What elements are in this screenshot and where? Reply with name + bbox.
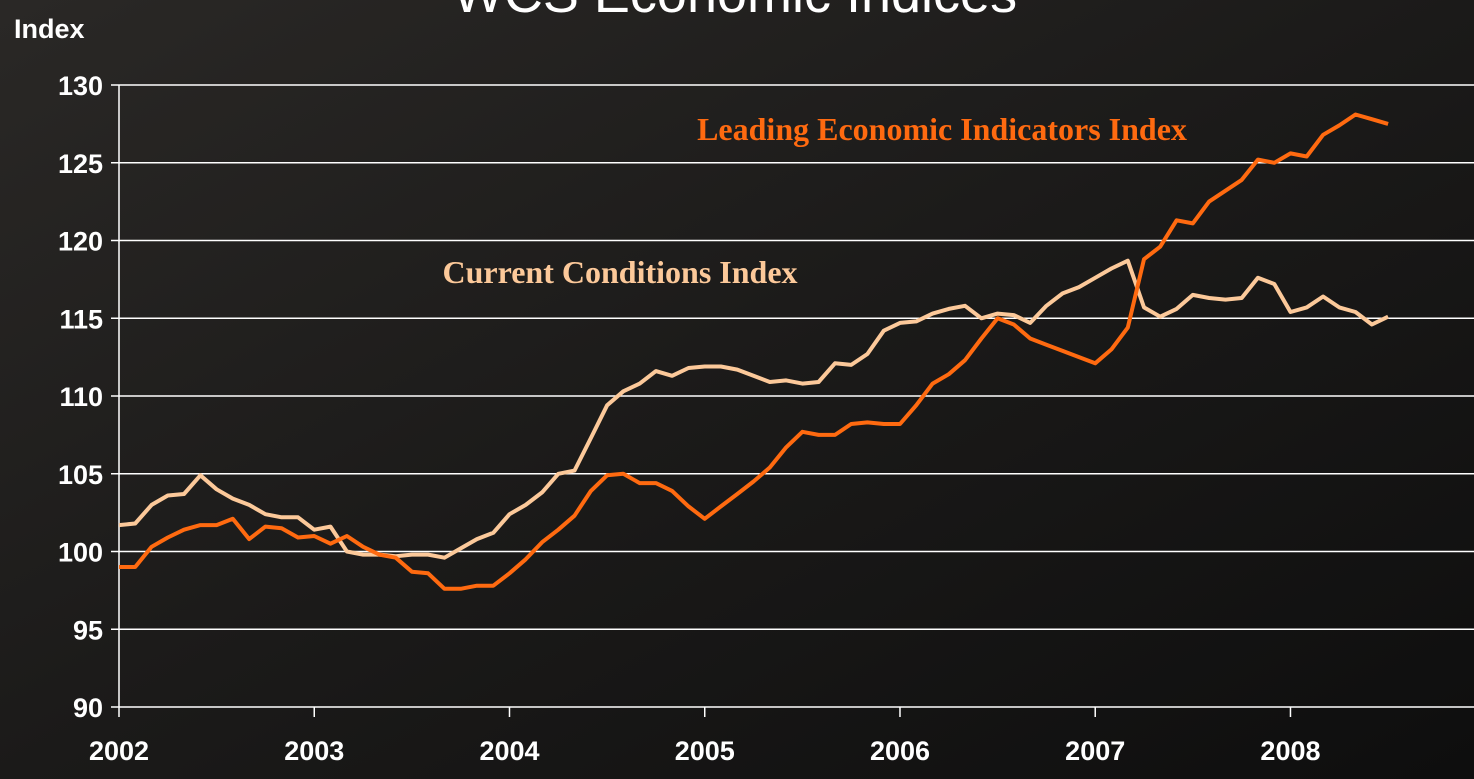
y-tick-label: 130 [58,71,103,101]
series-label: Current Conditions Index [442,254,797,290]
y-tick-label: 90 [73,693,103,723]
y-tick-label: 110 [59,382,103,412]
x-tick-label: 2008 [1260,736,1320,766]
x-tick-label: 2005 [675,736,735,766]
x-tick-label: 2003 [284,736,344,766]
y-tick-label: 95 [73,615,103,645]
y-tick-label: 100 [58,538,103,568]
y-tick-label: 125 [58,149,103,179]
y-tick-label: 120 [58,227,103,257]
y-axis-label: Index [14,14,85,44]
x-tick-label: 2004 [479,736,539,766]
x-tick-label: 2002 [89,736,149,766]
x-tick-label: 2007 [1065,736,1125,766]
y-tick-label: 105 [58,460,103,490]
series-line [119,112,1389,591]
chart-title: WCS Economic Indices [453,0,1017,24]
y-tick-label: 115 [59,304,103,334]
series-label: Leading Economic Indicators Index [697,111,1187,147]
series-line [118,258,1389,560]
x-tick-label: 2006 [870,736,930,766]
